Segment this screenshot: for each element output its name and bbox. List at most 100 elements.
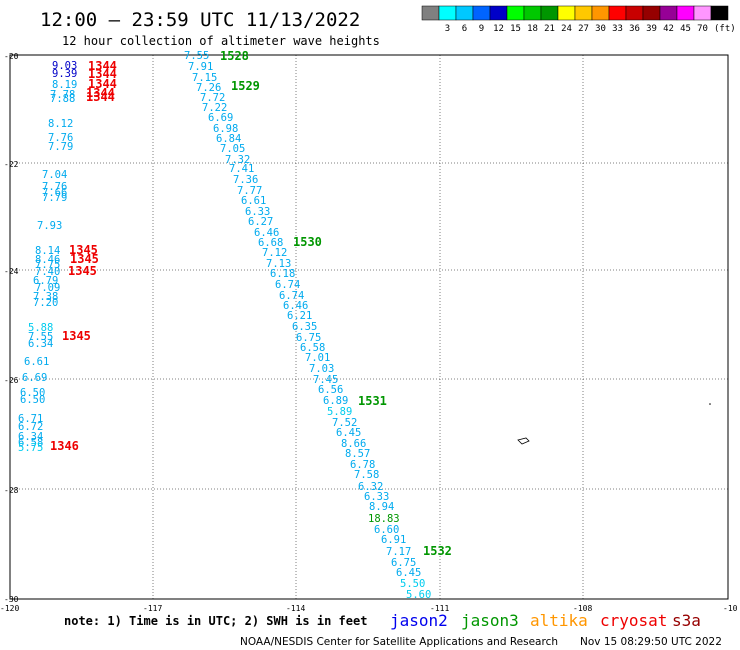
wave-height-label: 6.33	[245, 206, 270, 218]
wave-height-label: 7.41	[229, 163, 254, 175]
lon-label: -117	[143, 604, 162, 613]
wave-height-label: 7.76	[48, 132, 73, 144]
wave-height-label: 6.78	[350, 459, 375, 471]
wave-height-label: 6.50	[20, 394, 45, 406]
wave-height-label: 6.58	[18, 437, 43, 449]
island-speck	[709, 403, 711, 405]
wave-height-label: 6.79	[33, 275, 58, 287]
pass-time-label: 1345	[68, 264, 97, 278]
wave-height-label: 7.66	[42, 187, 67, 199]
pass-time-label: 1344	[86, 86, 115, 100]
legend-label: 18	[527, 24, 538, 34]
legend-swatch	[438, 5, 457, 21]
wave-height-label: 7.93	[37, 220, 62, 232]
legend-label: 45	[680, 24, 691, 34]
lat-label: -28	[4, 486, 19, 495]
wave-height-label: 7.12	[262, 247, 287, 259]
lat-label: -30	[4, 595, 19, 604]
wave-height-label: 6.35	[292, 321, 317, 333]
legend-label: 36	[629, 24, 640, 34]
wave-height-label: 7.01	[305, 352, 330, 364]
wave-height-label: 6.33	[364, 491, 389, 503]
wave-height-label: 7.04	[42, 169, 67, 181]
wave-height-label: 7.58	[354, 469, 379, 481]
wave-height-label: 8.12	[48, 118, 73, 130]
legend-swatch	[591, 5, 610, 21]
wave-height-label: 18.83	[368, 513, 400, 525]
pass-time-label: 1344	[88, 77, 117, 91]
wave-height-label: 6.71	[18, 413, 43, 425]
wave-height-label: 7.72	[200, 92, 225, 104]
wave-height-label: 6.61	[24, 356, 49, 368]
wave-height-label: 9.39	[52, 68, 77, 80]
wave-height-label: 7.79	[42, 192, 67, 204]
wave-height-label: 6.75	[296, 332, 321, 344]
generation-timestamp: Nov 15 08:29:50 UTC 2022	[580, 636, 722, 648]
wave-height-label: 7.45	[313, 374, 338, 386]
wave-height-label: 6.60	[374, 524, 399, 536]
map-frame	[9, 54, 729, 600]
wave-height-label: 8.66	[341, 438, 366, 450]
lat-lon-grid	[9, 54, 729, 600]
wave-height-label: 6.69	[208, 112, 233, 124]
legend-label: 42	[663, 24, 674, 34]
legend-swatch	[455, 5, 474, 21]
legend-swatch	[693, 5, 712, 21]
wave-height-label: 6.46	[283, 300, 308, 312]
wave-height-label: 6.69	[22, 372, 47, 384]
wave-height-label: 7.26	[196, 82, 221, 94]
wave-height-label: 5.50	[400, 578, 425, 590]
map-subtitle: 12 hour collection of altimeter wave hei…	[62, 34, 380, 48]
wave-height-label: 8.94	[369, 501, 394, 513]
wave-height-label: 7.76	[42, 181, 67, 193]
wave-height-label: 6.84	[216, 133, 241, 145]
legend-swatch	[625, 5, 644, 21]
lon-label: -108	[573, 604, 592, 613]
pass-time-label: 1345	[62, 329, 91, 343]
wave-height-label: 6.34	[28, 338, 53, 350]
wave-height-label: 6.46	[254, 227, 279, 239]
pass-time-label: 1530	[293, 235, 322, 249]
map-title: 12:00 — 23:59 UTC 11/13/2022	[40, 9, 360, 31]
wave-height-label: 6.74	[275, 279, 300, 291]
legend-swatch	[421, 5, 440, 21]
lat-label: -26	[4, 376, 19, 385]
satellite-key: jason2 jason3 altika cryosat s3a	[390, 611, 701, 630]
legend-swatch	[574, 5, 593, 21]
wave-height-label: 6.34	[18, 431, 43, 443]
satellite-jason3: jason3	[461, 611, 519, 630]
lon-label: -111	[430, 604, 449, 613]
wave-height-label: 7.75	[35, 259, 60, 271]
wave-height-label: 6.74	[279, 290, 304, 302]
legend-swatch	[523, 5, 542, 21]
lat-label: -20	[4, 52, 19, 61]
legend-label: 30	[595, 24, 606, 34]
pass-time-label: 1345	[69, 243, 98, 257]
wave-height-label: 6.75	[391, 557, 416, 569]
pass-time-label: 1344	[88, 59, 117, 73]
legend-swatch	[506, 5, 525, 21]
wave-height-label: 7.05	[220, 143, 245, 155]
wave-height-label: 7.77	[237, 185, 262, 197]
legend-label: 27	[578, 24, 589, 34]
legend-swatch	[540, 5, 559, 21]
legend-label: 24	[561, 24, 572, 34]
wave-height-label: 7.03	[309, 363, 334, 375]
wave-height-label: 6.58	[300, 342, 325, 354]
wave-height-label: 7.17	[386, 546, 411, 558]
satellite-s3a: s3a	[672, 611, 701, 630]
lon-label: -114	[286, 604, 305, 613]
island-outline	[517, 437, 530, 445]
wave-height-label: 7.78	[50, 89, 75, 101]
satellite-cryosat: cryosat	[600, 611, 667, 630]
legend-swatch	[642, 5, 661, 21]
pass-time-label: 1531	[358, 394, 387, 408]
wave-height-label: 6.45	[336, 427, 361, 439]
footer-note: note: 1) Time is in UTC; 2) SWH is in fe…	[64, 614, 367, 628]
wave-height-label: 7.32	[225, 154, 250, 166]
legend-label: 6	[462, 24, 467, 34]
pass-time-label: 1344	[88, 67, 117, 81]
wave-height-label: 6.21	[287, 310, 312, 322]
wave-height-label: 8.57	[345, 448, 370, 460]
